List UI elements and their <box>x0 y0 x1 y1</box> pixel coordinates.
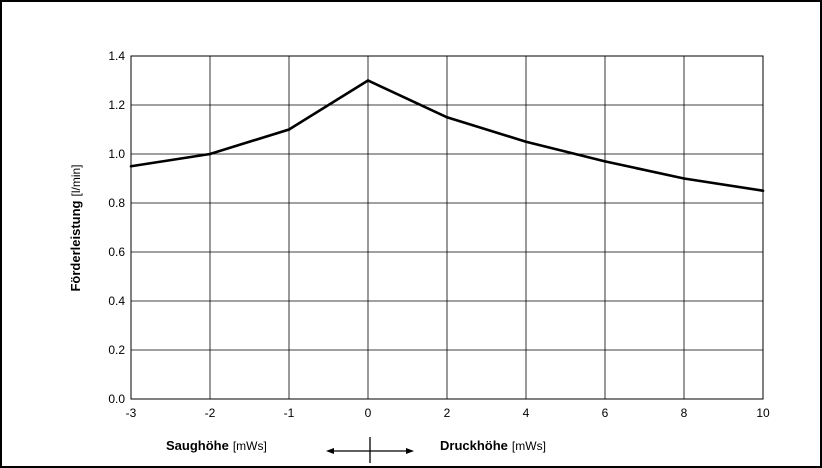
plot-border <box>130 55 764 400</box>
data-point <box>761 189 765 193</box>
x-tick-label: 8 <box>681 406 688 420</box>
x-tick-label: 4 <box>523 406 530 420</box>
y-tick-label: 1.0 <box>108 147 125 161</box>
y-tick-label: 0.0 <box>108 392 125 406</box>
x-tick-label: -3 <box>126 406 137 420</box>
plot-area <box>130 55 764 400</box>
series-group <box>129 79 765 193</box>
data-point <box>129 164 133 168</box>
y-axis-label: Förderleistung[l/min] <box>68 164 83 291</box>
x-tick-label: 6 <box>602 406 609 420</box>
data-point <box>524 140 528 144</box>
x-tick-labels: -3 -2 -1 0 2 4 6 8 10 <box>126 406 770 420</box>
y-tick-labels: 0.0 0.2 0.4 0.6 0.8 1.0 1.2 1.4 <box>108 49 125 406</box>
y-tick-label: 0.4 <box>108 294 125 308</box>
data-point <box>445 115 449 119</box>
data-point <box>366 79 370 82</box>
grid <box>130 55 764 400</box>
y-tick-label: 0.2 <box>108 343 125 357</box>
x-tick-label: -2 <box>205 406 216 420</box>
y-tick-label: 0.6 <box>108 245 125 259</box>
data-point <box>208 152 212 156</box>
y-tick-label: 1.4 <box>108 49 125 63</box>
x-tick-label: 10 <box>756 406 770 420</box>
data-point <box>682 177 686 180</box>
direction-arrow-icon <box>326 437 414 463</box>
y-tick-label: 1.2 <box>108 98 125 112</box>
x-axis-label-suction: Saughöhe [mWs] <box>166 438 267 453</box>
data-point <box>287 128 291 131</box>
x-tick-label: 0 <box>365 406 372 420</box>
data-point <box>603 160 607 163</box>
x-axis-label-pressure: Druckhöhe [mWs] <box>440 438 546 453</box>
x-tick-label: -1 <box>284 406 295 420</box>
x-tick-label: 2 <box>444 406 451 420</box>
y-tick-label: 0.8 <box>108 196 125 210</box>
